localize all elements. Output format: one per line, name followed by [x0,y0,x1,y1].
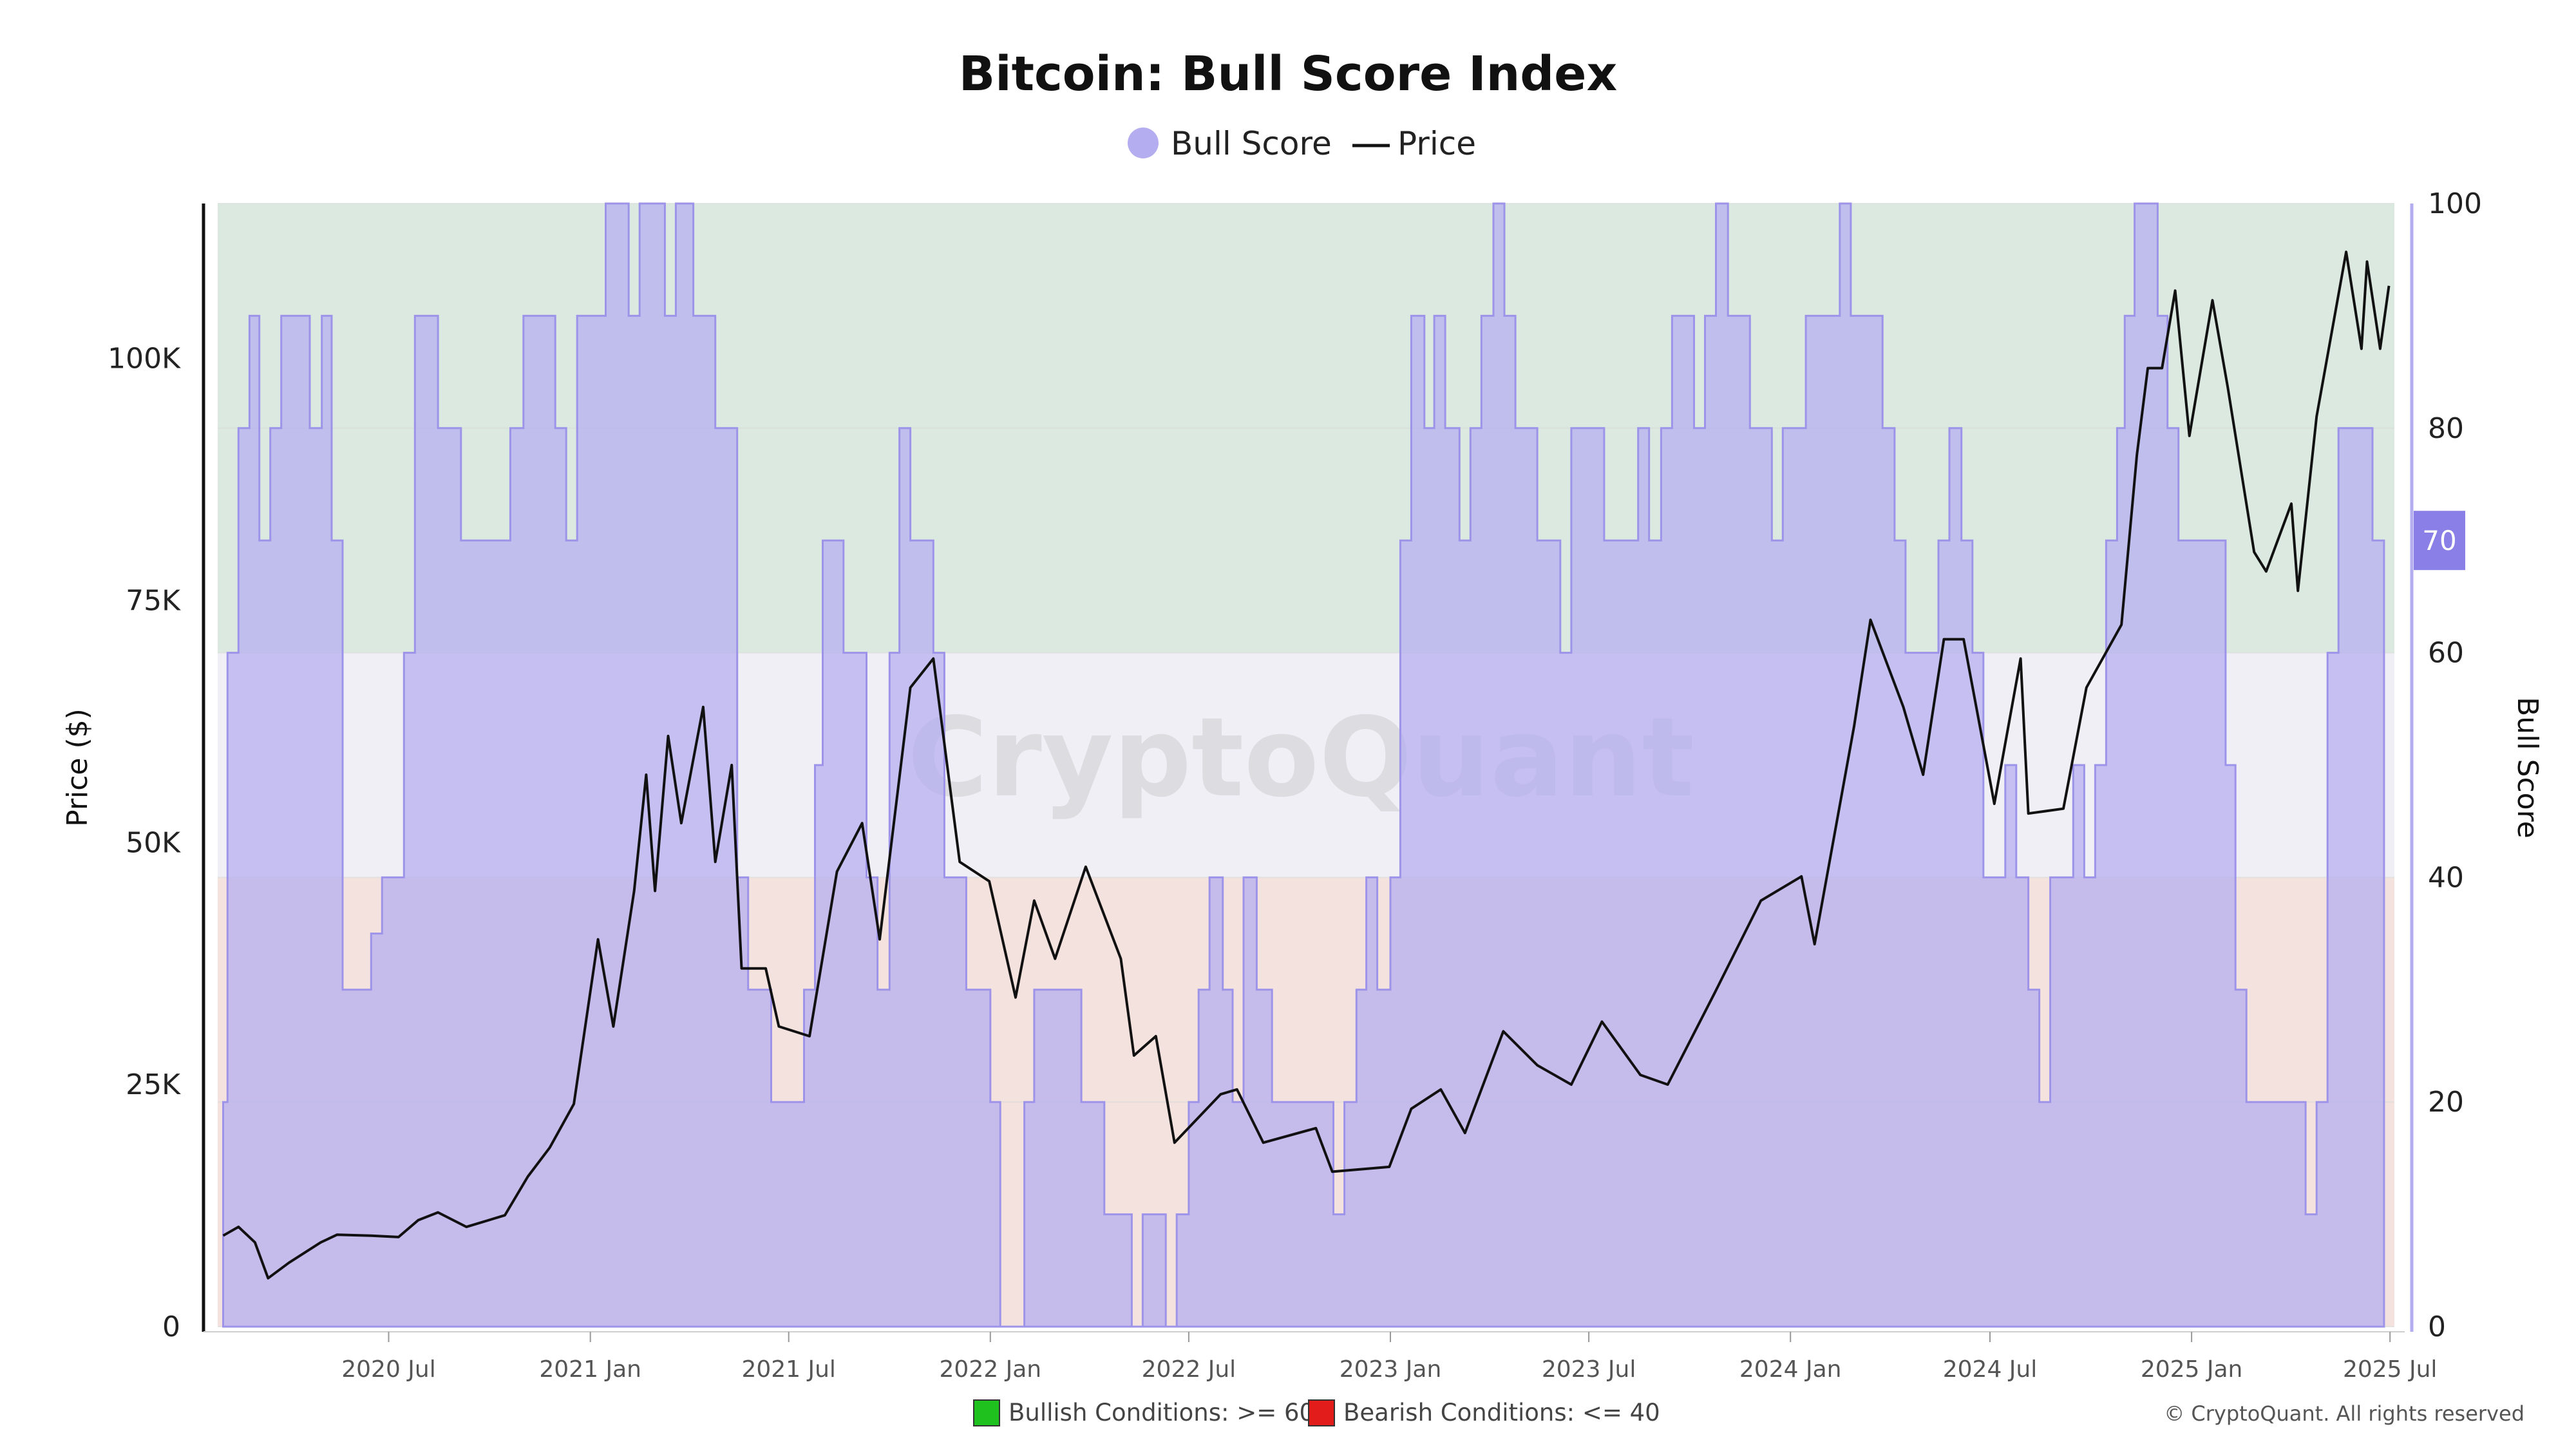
x-tick-label: 2023 Jan [1340,1356,1442,1383]
bullish-swatch [973,1399,1000,1426]
left-tick-label: 0 [162,1311,180,1343]
bearish-conditions-label: Bearish Conditions: <= 40 [1343,1399,1660,1426]
x-tick-label: 2021 Jul [741,1356,836,1383]
current-value-badge: 70 [2414,511,2465,571]
conditions-legend: Bullish Conditions: >= 60 Bearish Condit… [973,1399,1660,1426]
x-tick-label: 2022 Jul [1142,1356,1236,1383]
right-axis-title: Bull Score [2511,697,2544,838]
left-tick-label: 25K [126,1068,181,1101]
right-tick-label: 100 [2428,187,2482,220]
current-value-label: 70 [2422,525,2456,556]
axes [202,204,2414,1332]
left-tick-label: 100K [108,343,181,375]
right-tick-label: 0 [2428,1311,2446,1343]
copyright: © CryptoQuant. All rights reserved [2164,1401,2524,1426]
right-tick-label: 40 [2428,861,2464,894]
price-series [222,251,2391,1280]
x-tick-label: 2025 Jan [2141,1356,2243,1383]
x-tick-label: 2024 Jan [1739,1356,1842,1383]
chart-title: Bitcoin: Bull Score Index [959,46,1617,102]
x-tick-label: 2021 Jan [539,1356,641,1383]
bull-score-series [222,202,2385,1328]
left-tick-label: 50K [126,826,181,859]
legend-label-bull-score: Bull Score [1171,125,1332,162]
bullish-conditions-label: Bullish Conditions: >= 60 [1009,1399,1314,1426]
right-tick-label: 20 [2428,1086,2464,1119]
left-axis-title: Price ($) [61,708,94,827]
x-tick-label: 2024 Jul [1943,1356,2038,1383]
legend-label-price: Price [1397,125,1476,162]
chart-legend: Bull Score Price [1128,125,1476,162]
left-axis-ticks: 0 25K 50K 75K 100K [108,343,181,1343]
left-tick-label: 75K [126,584,181,617]
bearish-swatch [1308,1399,1335,1426]
x-tick-label: 2022 Jan [940,1356,1042,1383]
right-tick-label: 60 [2428,637,2464,670]
x-tick-label: 2023 Jul [1542,1356,1636,1383]
x-tick-label: 2020 Jul [341,1356,436,1383]
x-tick-label: 2025 Jul [2343,1356,2438,1383]
x-axis-ticks: 2020 Jul 2021 Jan 2021 Jul 2022 Jan 2022 Jul… [341,1332,2437,1383]
right-tick-label: 80 [2428,412,2464,445]
right-axis-ticks: 0 20 40 60 80 100 [2428,187,2482,1343]
legend-marker-bull-score [1128,128,1159,158]
